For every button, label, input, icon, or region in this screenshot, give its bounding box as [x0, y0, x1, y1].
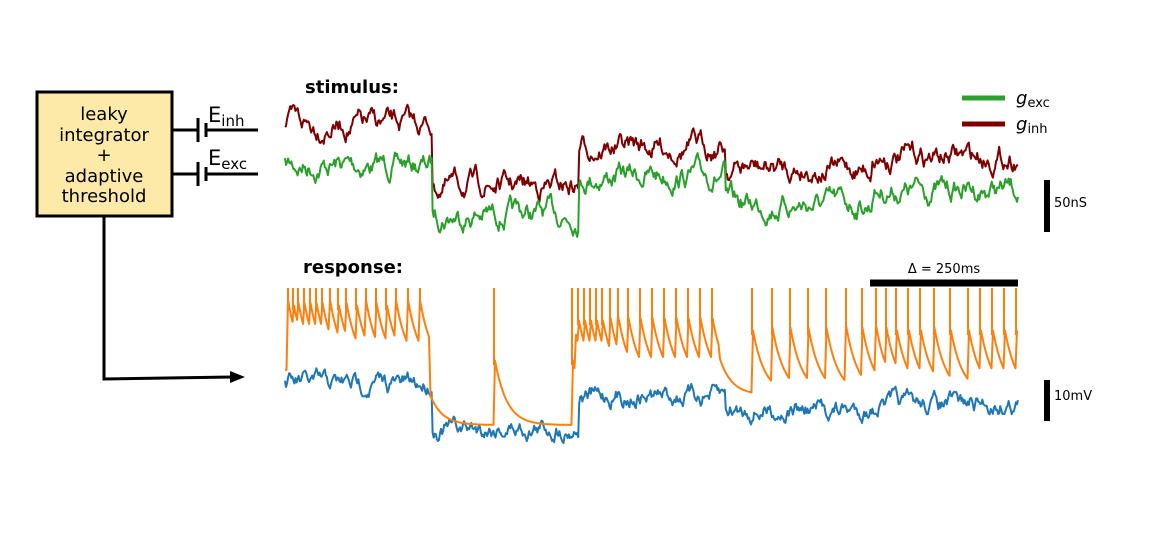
inh-reversal-label: Einh [208, 103, 244, 130]
time-scale-label: Δ = 250ms [908, 262, 981, 277]
legend-label-ginh: ginh [1016, 114, 1048, 137]
response-title: response: [303, 257, 403, 278]
model-line-4: adaptive [65, 166, 144, 187]
exc-synapse [172, 162, 258, 186]
model-box-text: leaky integrator + adaptive threshold [59, 104, 149, 207]
inh-synapse [172, 118, 258, 142]
model-line-3: + [96, 145, 111, 166]
legend: gexc ginh [962, 88, 1050, 137]
ginh-trace [284, 103, 1019, 203]
model-line-5: threshold [62, 186, 147, 207]
gexc-trace [284, 151, 1019, 238]
model-line-2: integrator [59, 125, 149, 146]
exc-reversal-label: Eexc [208, 146, 247, 173]
output-arrow [102, 216, 245, 383]
stimulus-title: stimulus: [305, 77, 399, 98]
model-box [35, 90, 174, 218]
stimulus-scale-label: 50nS [1054, 196, 1087, 211]
membrane-trace [284, 367, 1019, 445]
threshold-trace [285, 299, 1018, 426]
response-scale-label: 10mV [1054, 389, 1092, 404]
model-line-1: leaky [80, 104, 128, 125]
legend-label-gexc: gexc [1016, 88, 1050, 111]
